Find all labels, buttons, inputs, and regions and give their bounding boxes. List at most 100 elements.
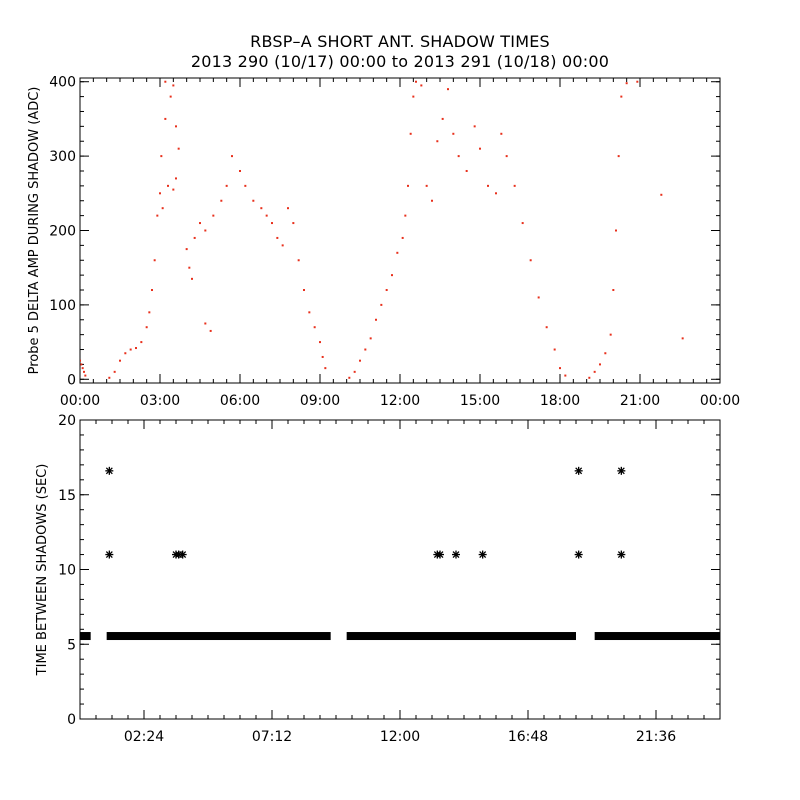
data-point: [513, 184, 516, 187]
data-point: [225, 184, 228, 187]
data-point-asterisk: [436, 550, 444, 559]
data-point: [260, 207, 263, 210]
data-point: [276, 236, 279, 239]
data-point: [161, 207, 164, 210]
data-point-asterisk: [617, 550, 626, 559]
data-point: [160, 155, 163, 158]
data-point: [297, 259, 300, 262]
data-point: [319, 341, 321, 344]
data-point: [487, 184, 489, 187]
data-point: [452, 132, 455, 135]
data-point: [457, 155, 460, 158]
data-point: [231, 155, 233, 158]
data-point: [119, 359, 121, 362]
data-point: [479, 147, 481, 150]
data-point: [588, 376, 591, 379]
x-tick-label: 12:00: [380, 393, 420, 409]
data-point: [212, 214, 215, 217]
data-point-asterisk: [105, 550, 114, 559]
data-point: [401, 236, 404, 239]
x-tick-label: 21:00: [620, 393, 660, 409]
data-point: [172, 84, 175, 87]
y-tick-label: 200: [49, 224, 76, 240]
baseline-band: [594, 632, 720, 641]
x-tick-label: 12:00: [380, 729, 420, 745]
data-point: [625, 82, 628, 85]
x-tick-label: 06:00: [220, 393, 260, 409]
data-point: [369, 337, 372, 340]
y-tick-label: 20: [58, 413, 76, 429]
y-tick-label: 100: [49, 298, 76, 314]
data-point: [324, 367, 327, 370]
data-point: [252, 199, 255, 202]
data-point: [169, 95, 172, 98]
data-point: [167, 184, 169, 187]
data-point: [164, 117, 167, 120]
data-point: [385, 289, 388, 292]
data-point: [545, 326, 548, 329]
data-point: [191, 277, 193, 280]
data-point: [521, 222, 524, 225]
data-point-asterisk: [478, 550, 487, 559]
baseline-band: [80, 632, 91, 641]
data-point: [84, 374, 87, 377]
y-tick-label: 0: [67, 372, 76, 388]
data-point: [129, 348, 132, 351]
data-point: [159, 192, 161, 195]
x-tick-label: 18:00: [540, 393, 580, 409]
data-point: [409, 132, 412, 135]
data-point: [359, 359, 361, 362]
top-panel: 00:00 03:00 06:00 09:00 12:00 15:00 18:00 21:00…: [27, 75, 740, 409]
bottom-panel: 02:24 07:12 12:00 16:48 21:36 0 5 10 15 20 TIME BE…: [35, 413, 721, 745]
data-point-asterisk: [574, 466, 583, 475]
data-point: [415, 80, 417, 83]
x-tick-label: 09:00: [300, 393, 340, 409]
data-point: [81, 367, 84, 370]
data-point: [353, 370, 356, 373]
data-point: [404, 214, 407, 217]
plot-frame: [79, 77, 721, 384]
data-point: [681, 337, 684, 340]
data-point: [175, 125, 177, 128]
y-tick-label: 10: [58, 563, 76, 579]
data-point: [364, 348, 367, 351]
data-point: [148, 311, 151, 314]
data-point: [193, 236, 196, 239]
y-tick-label: 400: [49, 75, 76, 91]
data-point: [265, 214, 268, 217]
data-point-asterisk: [574, 550, 583, 559]
data-point: [156, 214, 159, 217]
data-point: [599, 363, 601, 366]
data-point: [113, 370, 116, 373]
data-point: [612, 289, 615, 292]
x-tick-label: 21:36: [636, 729, 676, 745]
data-point: [308, 311, 311, 314]
data-point: [620, 95, 623, 98]
data-point: [593, 370, 596, 373]
data-point: [529, 259, 532, 262]
data-point: [281, 244, 284, 247]
data-point: [239, 169, 241, 172]
data-point: [420, 84, 423, 87]
data-point-asterisk: [105, 466, 114, 475]
data-point: [151, 289, 153, 292]
data-point: [287, 207, 289, 210]
data-point: [135, 347, 137, 350]
data-point: [431, 199, 433, 202]
y-axis-label: TIME BETWEEN SHADOWS (SEC): [35, 464, 50, 677]
data-point: [220, 199, 223, 202]
data-point: [553, 348, 556, 351]
data-layer: [80, 80, 684, 379]
data-point: [321, 355, 324, 358]
x-tick-label: 07:12: [252, 729, 292, 745]
data-point: [425, 184, 428, 187]
data-point: [495, 192, 497, 195]
data-point: [313, 326, 316, 329]
x-tick-label: 00:00: [60, 393, 100, 409]
data-point: [615, 229, 617, 232]
y-tick-label: 0: [67, 712, 76, 728]
data-point: [303, 289, 305, 292]
data-point: [537, 296, 540, 299]
data-point: [244, 184, 247, 187]
